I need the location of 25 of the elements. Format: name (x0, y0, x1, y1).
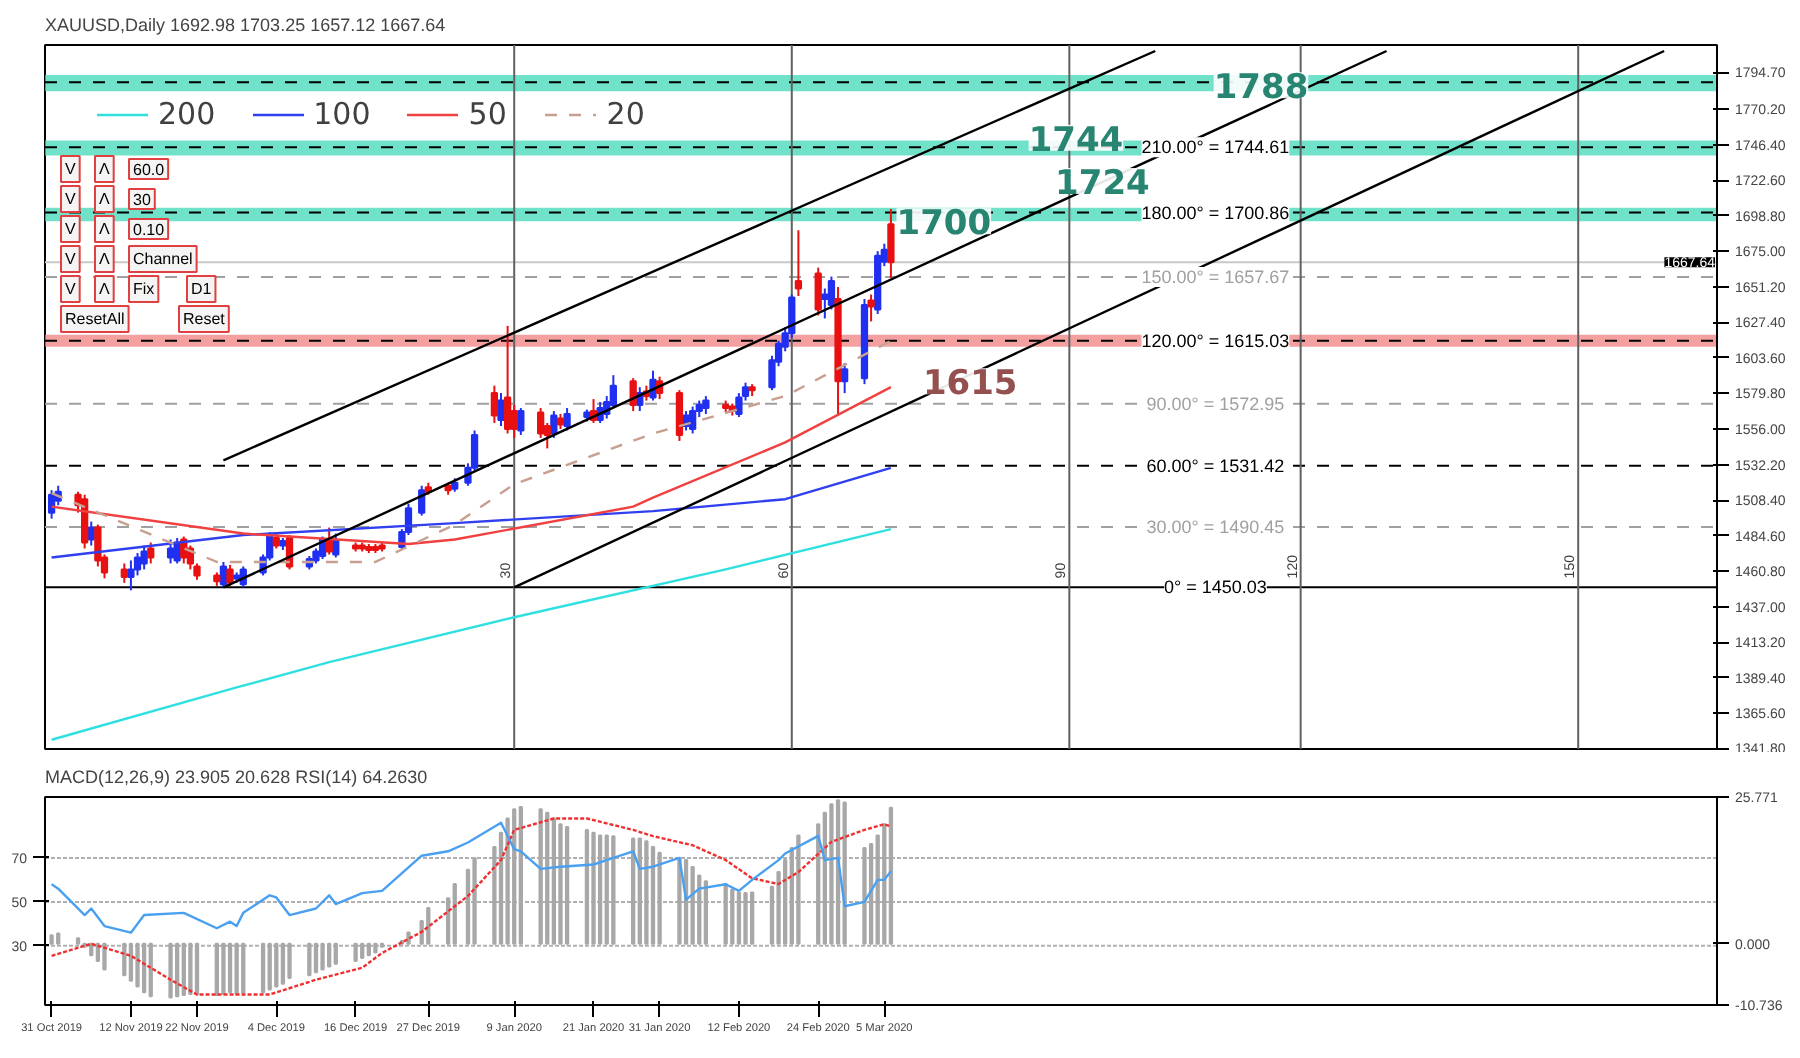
text: V Λ Fix D1 (65, 280, 212, 298)
annotation: 1700 (896, 204, 992, 245)
ref-line-label: 120.00° = 1615.03 (1141, 330, 1290, 351)
text: V Λ Channel (65, 250, 193, 268)
annotation: 1788 (1213, 68, 1309, 109)
ref-line-label: 0° = 1450.03 (1164, 577, 1267, 598)
chart-title: XAUUSD,Daily 1692.98 1703.25 1657.12 1667.64 (45, 15, 446, 35)
ref-line-label: 180.00° = 1700.86 (1141, 202, 1290, 223)
legend-label: 50 (468, 96, 509, 132)
text: V Λ 0.10 (65, 220, 165, 239)
legend-label: 100 (313, 96, 371, 132)
ref-line-label: 210.00° = 1744.61 (1141, 137, 1290, 158)
ref-line-label: 60.00° = 1531.42 (1146, 455, 1285, 476)
legend-label: 200 (158, 96, 216, 132)
text: V Λ 30 (65, 190, 151, 209)
annotation: 1615 (922, 364, 1018, 405)
ref-line-label: 30.00° = 1490.45 (1146, 516, 1285, 537)
ref-line-label: 90.00° = 1572.95 (1146, 393, 1285, 414)
ref-line-label: 150.00° = 1657.67 (1141, 267, 1290, 288)
text: V Λ 60.0 (65, 160, 165, 179)
annotation: 1744 (1028, 120, 1124, 161)
annotation: 1724 (1055, 163, 1151, 204)
legend-label: 20 (606, 96, 647, 132)
chart-title: MACD(12,26,9) 23.905 20.628 RSI(14) 64.2630 (45, 767, 428, 787)
text: ResetAll Reset (65, 310, 225, 328)
